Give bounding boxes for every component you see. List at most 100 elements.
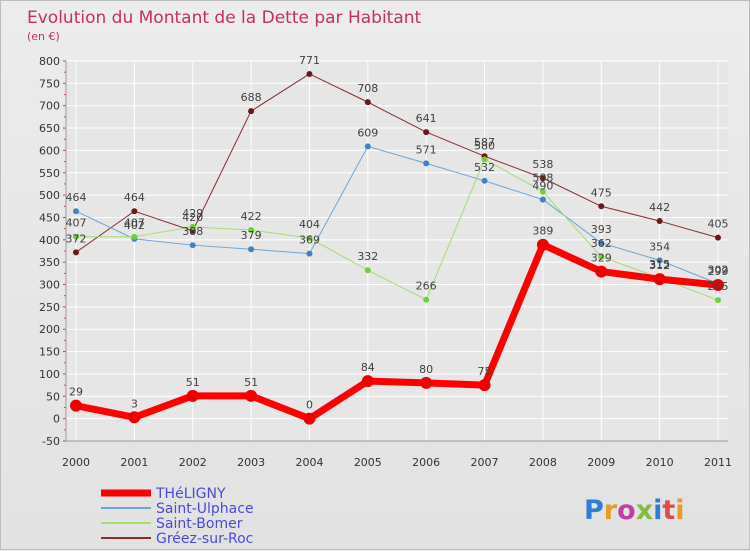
data-label: 464 bbox=[124, 191, 145, 204]
data-label: 587 bbox=[474, 136, 495, 149]
data-label: 332 bbox=[357, 250, 378, 263]
data-label: 299 bbox=[708, 265, 729, 278]
y-tick-label: 800 bbox=[39, 55, 60, 68]
data-point bbox=[248, 108, 255, 115]
data-point bbox=[715, 297, 721, 304]
data-point bbox=[715, 234, 721, 241]
data-point bbox=[598, 203, 605, 210]
data-label: 490 bbox=[532, 180, 553, 193]
data-point bbox=[423, 160, 430, 167]
data-point bbox=[131, 233, 138, 240]
data-point bbox=[128, 411, 141, 424]
data-label: 362 bbox=[591, 237, 612, 250]
data-label: 393 bbox=[591, 223, 612, 236]
series-layer bbox=[70, 70, 724, 425]
logo-letter: i bbox=[653, 495, 662, 526]
logo-letter: r bbox=[604, 495, 618, 526]
data-point bbox=[73, 233, 79, 240]
data-point bbox=[189, 223, 196, 230]
data-label: 688 bbox=[241, 91, 262, 104]
data-label: 266 bbox=[416, 280, 437, 293]
data-point bbox=[481, 156, 488, 163]
data-label: 84 bbox=[361, 361, 375, 374]
data-label: 508 bbox=[532, 172, 553, 185]
y-tick-label: 100 bbox=[39, 368, 60, 381]
y-tick-label: 300 bbox=[39, 279, 60, 292]
x-tick-label: 2011 bbox=[704, 456, 732, 469]
data-label: 405 bbox=[708, 218, 729, 231]
data-label: 407 bbox=[66, 217, 87, 230]
plot-area bbox=[66, 61, 728, 441]
data-label: 708 bbox=[357, 82, 378, 95]
data-label: 312 bbox=[649, 259, 670, 272]
data-label: 75 bbox=[478, 365, 492, 378]
series-Saint-Ulphace bbox=[73, 143, 721, 287]
y-tick-label: 350 bbox=[39, 256, 60, 269]
data-label: 372 bbox=[66, 232, 87, 245]
y-tick-label: 700 bbox=[39, 100, 60, 113]
data-point bbox=[306, 235, 313, 242]
data-label: 369 bbox=[299, 234, 320, 247]
y-tick-label: 200 bbox=[39, 323, 60, 336]
series-line bbox=[75, 241, 719, 423]
y-tick-label: 400 bbox=[39, 234, 60, 247]
legend-label: Saint-Bomer bbox=[156, 516, 243, 532]
data-label: 354 bbox=[649, 240, 670, 253]
data-label: 609 bbox=[357, 126, 378, 139]
y-tick-label: 750 bbox=[39, 77, 60, 90]
data-label: 80 bbox=[419, 363, 433, 376]
series-THéLIGNY bbox=[70, 238, 724, 425]
series-line bbox=[75, 145, 719, 285]
data-label: 571 bbox=[416, 143, 437, 156]
data-label: 464 bbox=[66, 191, 87, 204]
x-tick-label: 2008 bbox=[529, 456, 557, 469]
data-point bbox=[73, 249, 79, 256]
data-point bbox=[248, 246, 255, 253]
data-label: 407 bbox=[124, 217, 145, 230]
y-tick-label: 50 bbox=[46, 390, 60, 403]
data-label: 422 bbox=[241, 210, 262, 223]
data-label: 388 bbox=[182, 225, 203, 238]
data-label: 641 bbox=[416, 112, 437, 125]
data-label: 771 bbox=[299, 54, 320, 67]
series-line bbox=[76, 158, 719, 301]
y-tick-label: 250 bbox=[39, 301, 60, 314]
data-label: 302 bbox=[708, 264, 729, 277]
data-label: 329 bbox=[591, 252, 612, 265]
data-point bbox=[186, 389, 199, 402]
series-Saint-Bomer bbox=[73, 156, 721, 304]
data-point bbox=[539, 196, 546, 203]
data-point bbox=[420, 376, 433, 389]
data-point bbox=[245, 389, 258, 402]
data-point bbox=[306, 70, 313, 77]
data-point bbox=[189, 242, 196, 249]
grid bbox=[66, 60, 728, 442]
data-label: 379 bbox=[241, 229, 262, 242]
proxiti-logo: Proxiti bbox=[584, 495, 685, 526]
data-point bbox=[478, 379, 491, 392]
data-label: 3 bbox=[131, 397, 138, 410]
logo-letter: t bbox=[662, 495, 675, 526]
data-label: 389 bbox=[532, 225, 553, 238]
y-tick-label: 450 bbox=[39, 211, 60, 224]
data-label: 315 bbox=[649, 258, 670, 271]
data-point bbox=[131, 208, 138, 215]
data-label: 265 bbox=[708, 280, 729, 293]
data-label: 0 bbox=[306, 399, 313, 412]
data-point bbox=[423, 129, 430, 136]
data-point bbox=[598, 253, 605, 260]
data-point bbox=[539, 188, 546, 195]
logo-letter: P bbox=[584, 495, 604, 526]
data-point bbox=[598, 239, 605, 246]
data-label: 538 bbox=[532, 158, 553, 171]
legend-label: Gréez-sur-Roc bbox=[156, 531, 253, 547]
data-point bbox=[712, 278, 724, 291]
data-point bbox=[303, 412, 316, 425]
data-point bbox=[361, 375, 374, 388]
data-label: 402 bbox=[124, 219, 145, 232]
data-point bbox=[70, 399, 82, 412]
data-point bbox=[481, 177, 488, 184]
data-point bbox=[248, 226, 255, 233]
